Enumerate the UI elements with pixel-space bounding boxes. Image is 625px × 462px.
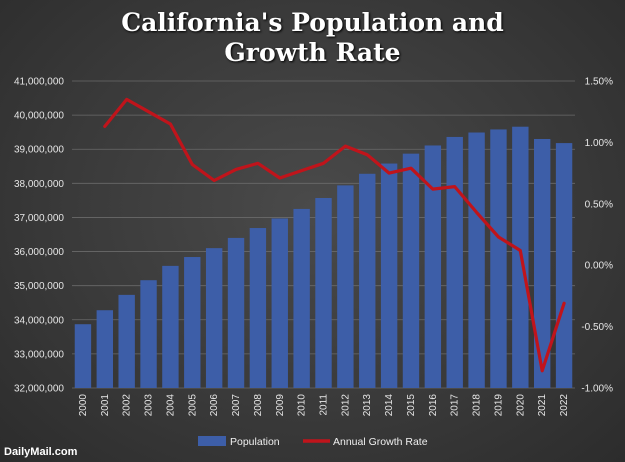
x-tick-label: 2004: [165, 394, 176, 417]
y-right-tick-label: 0.00%: [585, 261, 613, 272]
x-tick-label: 2011: [319, 394, 330, 416]
x-tick-label: 2014: [384, 394, 395, 417]
population-bar: [315, 198, 332, 388]
y-left-tick-label: 36,000,000: [14, 247, 64, 258]
population-bar: [490, 129, 507, 388]
right-axis: -1.00% -0.50% 0.00% 0.50% 1.00% 1.50%: [581, 77, 613, 395]
y-left-tick-label: 32,000,000: [14, 384, 64, 395]
legend-label-growth-rate: Annual Growth Rate: [333, 436, 428, 448]
x-tick-label: 2001: [100, 394, 111, 417]
x-tick-label: 2020: [515, 394, 526, 417]
x-tick-label: 2008: [253, 394, 264, 417]
x-tick-label: 2006: [209, 394, 220, 417]
population-bar: [359, 173, 376, 388]
y-left-tick-label: 41,000,000: [14, 77, 64, 88]
population-bar: [380, 163, 398, 388]
watermark: DailyMail.com: [4, 446, 77, 458]
y-right-tick-label: 1.50%: [585, 77, 613, 88]
x-tick-label: 2019: [493, 394, 504, 417]
x-tick-label: 2017: [450, 394, 461, 417]
y-left-tick-label: 33,000,000: [14, 349, 64, 360]
population-bar: [74, 324, 92, 388]
population-bar: [555, 143, 573, 388]
legend-swatch-population: [198, 436, 226, 446]
chart-title-line1: California's Population and: [121, 8, 504, 37]
population-bar: [337, 185, 354, 388]
population-bar: [96, 310, 114, 388]
population-bar: [249, 228, 267, 388]
y-left-tick-label: 38,000,000: [14, 179, 64, 190]
x-tick-label: 2002: [122, 394, 133, 417]
population-bar: [271, 218, 288, 388]
population-bars: [74, 126, 573, 388]
growth-rate-series-line: [103, 97, 566, 373]
x-tick-label: 2003: [144, 394, 155, 417]
x-tick-label: 2022: [559, 394, 570, 417]
legend-label-population: Population: [230, 436, 280, 448]
x-tick-label: 2000: [78, 394, 89, 417]
chart-title-line2: Growth Rate: [224, 38, 401, 67]
x-tick-label: 2007: [231, 394, 242, 417]
y-right-tick-label: 1.00%: [585, 138, 613, 149]
population-bar: [468, 132, 485, 388]
x-tick-label: 2021: [537, 394, 548, 417]
population-bar: [424, 145, 442, 388]
population-bar: [533, 138, 551, 388]
left-axis: 32,000,000 33,000,000 34,000,000 35,000,000…: [14, 77, 64, 395]
population-bar: [446, 136, 463, 388]
x-tick-label: 2012: [340, 394, 351, 417]
x-tick-label: 2010: [297, 394, 308, 417]
x-tick-label: 2016: [428, 394, 439, 417]
x-axis: 2000 2001 2002 2003 2004 2005 2006 2007 2008 2009…: [78, 394, 570, 417]
population-bar: [205, 248, 223, 388]
population-bar: [402, 153, 420, 388]
legend: Population Annual Growth Rate: [198, 436, 428, 448]
y-right-tick-label: -0.50%: [581, 322, 613, 333]
watermark-text: DailyMail.com: [4, 446, 78, 458]
population-bar: [293, 208, 310, 388]
y-right-tick-label: -1.00%: [581, 384, 613, 395]
population-bar: [140, 280, 157, 388]
growth-rate-line: [103, 97, 566, 373]
x-tick-label: 2015: [406, 394, 417, 417]
x-tick-label: 2013: [362, 394, 373, 417]
chart-title: California's Population and Growth Rate: [0, 8, 625, 68]
x-tick-label: 2009: [275, 394, 286, 417]
population-bar: [118, 294, 135, 388]
population-bar: [227, 237, 245, 388]
x-tick-label: 2005: [187, 394, 198, 417]
y-left-tick-label: 34,000,000: [14, 315, 64, 326]
y-left-tick-label: 40,000,000: [14, 111, 64, 122]
y-left-tick-label: 37,000,000: [14, 213, 64, 224]
population-bar: [184, 257, 201, 388]
population-bar: [162, 265, 179, 388]
y-left-tick-label: 39,000,000: [14, 145, 64, 156]
x-tick-label: 2018: [472, 394, 483, 417]
y-left-tick-label: 35,000,000: [14, 281, 64, 292]
y-right-tick-label: 0.50%: [585, 199, 613, 210]
